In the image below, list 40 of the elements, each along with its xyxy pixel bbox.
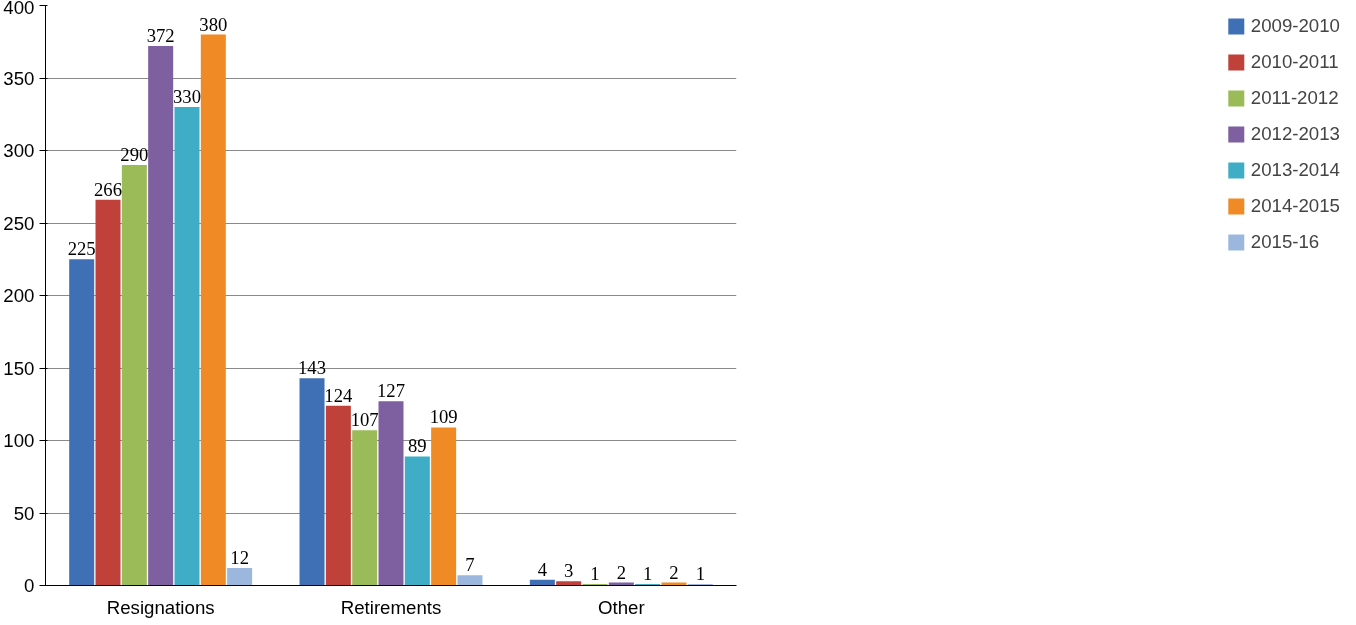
y-tick-label: 100 [3,430,35,451]
x-tick-label: Resignations [106,596,215,618]
data-label: 266 [94,178,123,200]
y-tick-label: 250 [3,212,35,234]
y-tick-label: 50 [13,502,35,524]
y-tick-label: 300 [3,140,35,161]
data-label: 1 [695,563,705,585]
data-label: 330 [173,86,201,107]
legend-label: 2009-2010 [1250,15,1340,37]
data-label: 1 [642,563,653,585]
data-label: 89 [408,435,427,457]
data-label: 107 [350,409,379,431]
legend-label: 2015-16 [1250,231,1320,253]
data-label: 143 [298,357,327,379]
data-label: 1 [590,563,600,585]
y-tick-label: 400 [3,0,35,18]
x-tick-label: Retirements [340,596,442,618]
data-label: 380 [199,13,228,35]
legend-label: 2014-2015 [1250,195,1340,217]
legend-label: 2011-2012 [1250,87,1339,109]
data-label: 124 [324,384,354,406]
data-label: 2 [669,561,679,583]
data-label: 290 [120,144,149,165]
y-tick-label: 200 [3,285,35,306]
data-label: 127 [377,380,405,402]
data-label: 109 [429,406,458,428]
data-label: 372 [146,25,175,47]
y-tick-label: 0 [24,575,35,596]
data-label: 7 [465,554,475,576]
legend-label: 2012-2013 [1250,123,1340,145]
y-tick-label: 150 [3,357,35,379]
y-tick-label: 350 [3,67,35,89]
legend-label: 2013-2014 [1250,159,1340,181]
x-tick-label: Other [598,596,645,618]
data-label: 225 [67,238,96,260]
data-label: 3 [564,560,574,582]
data-label: 12 [230,547,249,569]
data-label: 2 [616,561,626,583]
legend-label: 2010-2011 [1250,51,1339,73]
data-label: 4 [537,558,548,580]
